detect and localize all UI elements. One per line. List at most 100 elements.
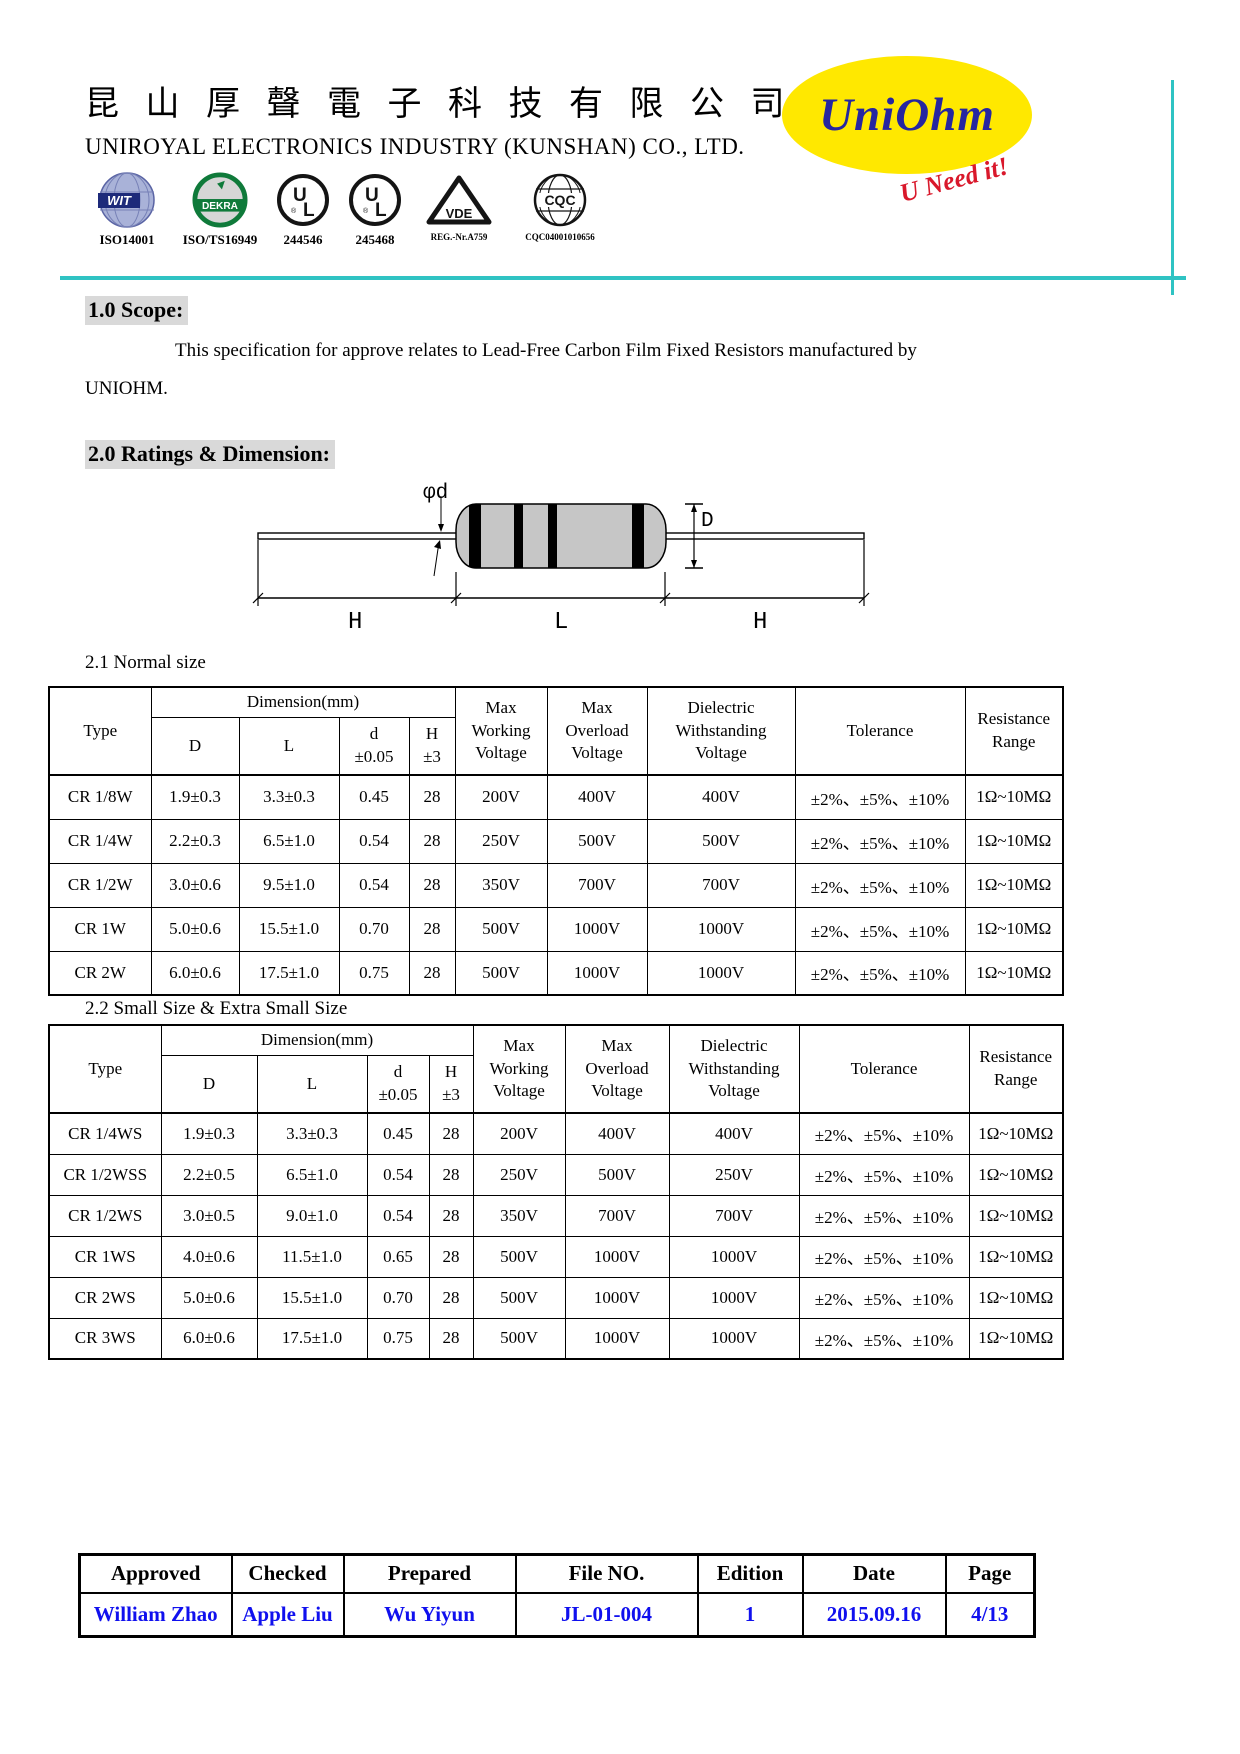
table-cell: 500V [472, 1276, 566, 1319]
ratings-heading: 2.0 Ratings & Dimension: [85, 440, 336, 469]
approval-footer-table: Approved Checked Prepared File NO. Editi… [78, 1553, 1036, 1638]
footer-header-checked: Checked [230, 1553, 345, 1594]
table-cell: 17.5±1.0 [238, 950, 340, 996]
cert-caption: 244546 [283, 232, 323, 247]
footer-prepared-value: Wu Yiyun [342, 1591, 517, 1638]
table-cell: CR 1/2W [48, 862, 152, 908]
teal-vertical-rule [1171, 80, 1174, 295]
table-cell: 1000V [668, 1235, 800, 1278]
table-cell: ±2%、±5%、±10% [798, 1153, 970, 1196]
footer-approved-value: William Zhao [78, 1591, 233, 1638]
table-cell: 6.5±1.0 [256, 1153, 368, 1196]
table-cell: CR 1WS [48, 1235, 162, 1278]
table-row: CR 1/2W 3.0±0.6 9.5±1.0 0.54 28 350V 700V 700V ±… [48, 862, 1064, 908]
footer-header-date: Date [801, 1553, 947, 1594]
certification-ts16949: DEKRA ISO/TS16949 [178, 170, 262, 248]
table-cell: 28 [408, 950, 456, 996]
table-cell: CR 1/2WS [48, 1194, 162, 1237]
svg-text:U: U [293, 185, 307, 206]
table-cell: 5.0±0.6 [160, 1276, 258, 1319]
table-cell: ±2%、±5%、±10% [794, 862, 966, 908]
table-cell: 15.5±1.0 [256, 1276, 368, 1319]
normal-size-table-body: CR 1/8W 1.9±0.3 3.3±0.3 0.45 28 200V 400V 400V ±… [48, 774, 1064, 996]
table-cell: CR 3WS [48, 1317, 162, 1360]
scope-heading: 1.0 Scope: [85, 296, 189, 325]
table-cell: ±2%、±5%、±10% [794, 818, 966, 864]
table-cell: 28 [428, 1112, 474, 1155]
table-row: CR 1/8W 1.9±0.3 3.3±0.3 0.45 28 200V 400V 400V ±… [48, 774, 1064, 820]
table-cell: 6.5±1.0 [238, 818, 340, 864]
table-cell: 1000V [564, 1317, 670, 1360]
table-cell: 28 [408, 818, 456, 864]
col-header-D: D [150, 716, 240, 776]
table-cell: 0.54 [338, 862, 410, 908]
table-cell: 5.0±0.6 [150, 906, 240, 952]
table-cell: 700V [668, 1194, 800, 1237]
table-cell: 15.5±1.0 [238, 906, 340, 952]
table-cell: 400V [646, 774, 796, 820]
table-row: CR 1W 5.0±0.6 15.5±1.0 0.70 28 500V 1000V 1000V… [48, 906, 1064, 952]
col-header-dimension-group: Dimension(mm) [160, 1024, 474, 1056]
table-cell: CR 1/8W [48, 774, 152, 820]
chinese-company-title: 昆 山 厚 聲 電 子 科 技 有 限 公 司 [85, 86, 794, 123]
cert-caption: 245468 [355, 232, 395, 247]
table-cell: ±2%、±5%、±10% [798, 1276, 970, 1319]
table-cell: 500V [646, 818, 796, 864]
table-cell: 0.45 [338, 774, 410, 820]
table-cell: 28 [428, 1153, 474, 1196]
table-cell: 1Ω~10MΩ [968, 1276, 1064, 1319]
col-header-resistance-range: Resistance Range [968, 1024, 1064, 1114]
table-cell: 500V [472, 1235, 566, 1278]
table-cell: 1000V [646, 950, 796, 996]
table-cell: 17.5±1.0 [256, 1317, 368, 1360]
table-cell: 1Ω~10MΩ [964, 818, 1064, 864]
table-row: CR 2W 6.0±0.6 17.5±1.0 0.75 28 500V 1000V 1000V… [48, 950, 1064, 996]
table-cell: 400V [564, 1112, 670, 1155]
table-cell: 1Ω~10MΩ [964, 862, 1064, 908]
table-cell: 1000V [564, 1235, 670, 1278]
table-cell: CR 2W [48, 950, 152, 996]
table-cell: 0.70 [338, 906, 410, 952]
certification-cqc: CQC CQC04001010656 [505, 170, 615, 242]
table-cell: ±2%、±5%、±10% [798, 1194, 970, 1237]
footer-checked-value: Apple Liu [230, 1591, 345, 1638]
table-cell: ±2%、±5%、±10% [794, 774, 966, 820]
footer-edition-value: 1 [696, 1591, 804, 1638]
table-cell: CR 1W [48, 906, 152, 952]
table-cell: 28 [428, 1194, 474, 1237]
table-cell: 28 [428, 1317, 474, 1360]
table-cell: 28 [408, 862, 456, 908]
table-cell: 250V [668, 1153, 800, 1196]
table-cell: 0.70 [366, 1276, 430, 1319]
table-cell: 28 [428, 1276, 474, 1319]
footer-header-row: Approved Checked Prepared File NO. Editi… [78, 1553, 1036, 1594]
col-header-tolerance: Tolerance [794, 686, 966, 776]
svg-text:WIT: WIT [107, 193, 132, 208]
table-row: CR 1WS 4.0±0.6 11.5±1.0 0.65 28 500V 1000V 1000… [48, 1235, 1064, 1278]
table-row: CR 2WS 5.0±0.6 15.5±1.0 0.70 28 500V 1000V 1000… [48, 1276, 1064, 1319]
svg-text:DEKRA: DEKRA [202, 201, 239, 212]
col-header-max-working: Max Working Voltage [472, 1024, 566, 1114]
table-cell: 700V [646, 862, 796, 908]
company-name: UNIROYAL ELECTRONICS INDUSTRY (KUNSHAN) … [85, 134, 745, 159]
dekra-icon: DEKRA [192, 170, 248, 230]
table-cell: 700V [546, 862, 648, 908]
svg-text:L: L [375, 200, 387, 221]
small-size-table: Type Dimension(mm) Max Working Voltage M… [48, 1024, 1065, 1360]
small-size-table-body: CR 1/4WS 1.9±0.3 3.3±0.3 0.45 28 200V 400V 400V… [48, 1112, 1064, 1360]
scope-body-line1: This specification for approve relates t… [175, 340, 917, 361]
diagram-label-H-left: H [348, 609, 362, 636]
table-cell: 1Ω~10MΩ [968, 1317, 1064, 1360]
footer-header-page: Page [944, 1553, 1036, 1594]
footer-header-approved: Approved [78, 1553, 233, 1594]
col-header-D: D [160, 1054, 258, 1114]
table-cell: 1000V [668, 1317, 800, 1360]
normal-size-table: Type Dimension(mm) Max Working Voltage M… [48, 686, 1065, 996]
table-cell: 3.0±0.5 [160, 1194, 258, 1237]
table-cell: 9.5±1.0 [238, 862, 340, 908]
teal-horizontal-rule [60, 276, 1186, 280]
table-cell: 250V [454, 818, 548, 864]
certification-ul-245468: U L ® 245468 [342, 170, 408, 248]
certification-ul-244546: U L ® 244546 [270, 170, 336, 248]
